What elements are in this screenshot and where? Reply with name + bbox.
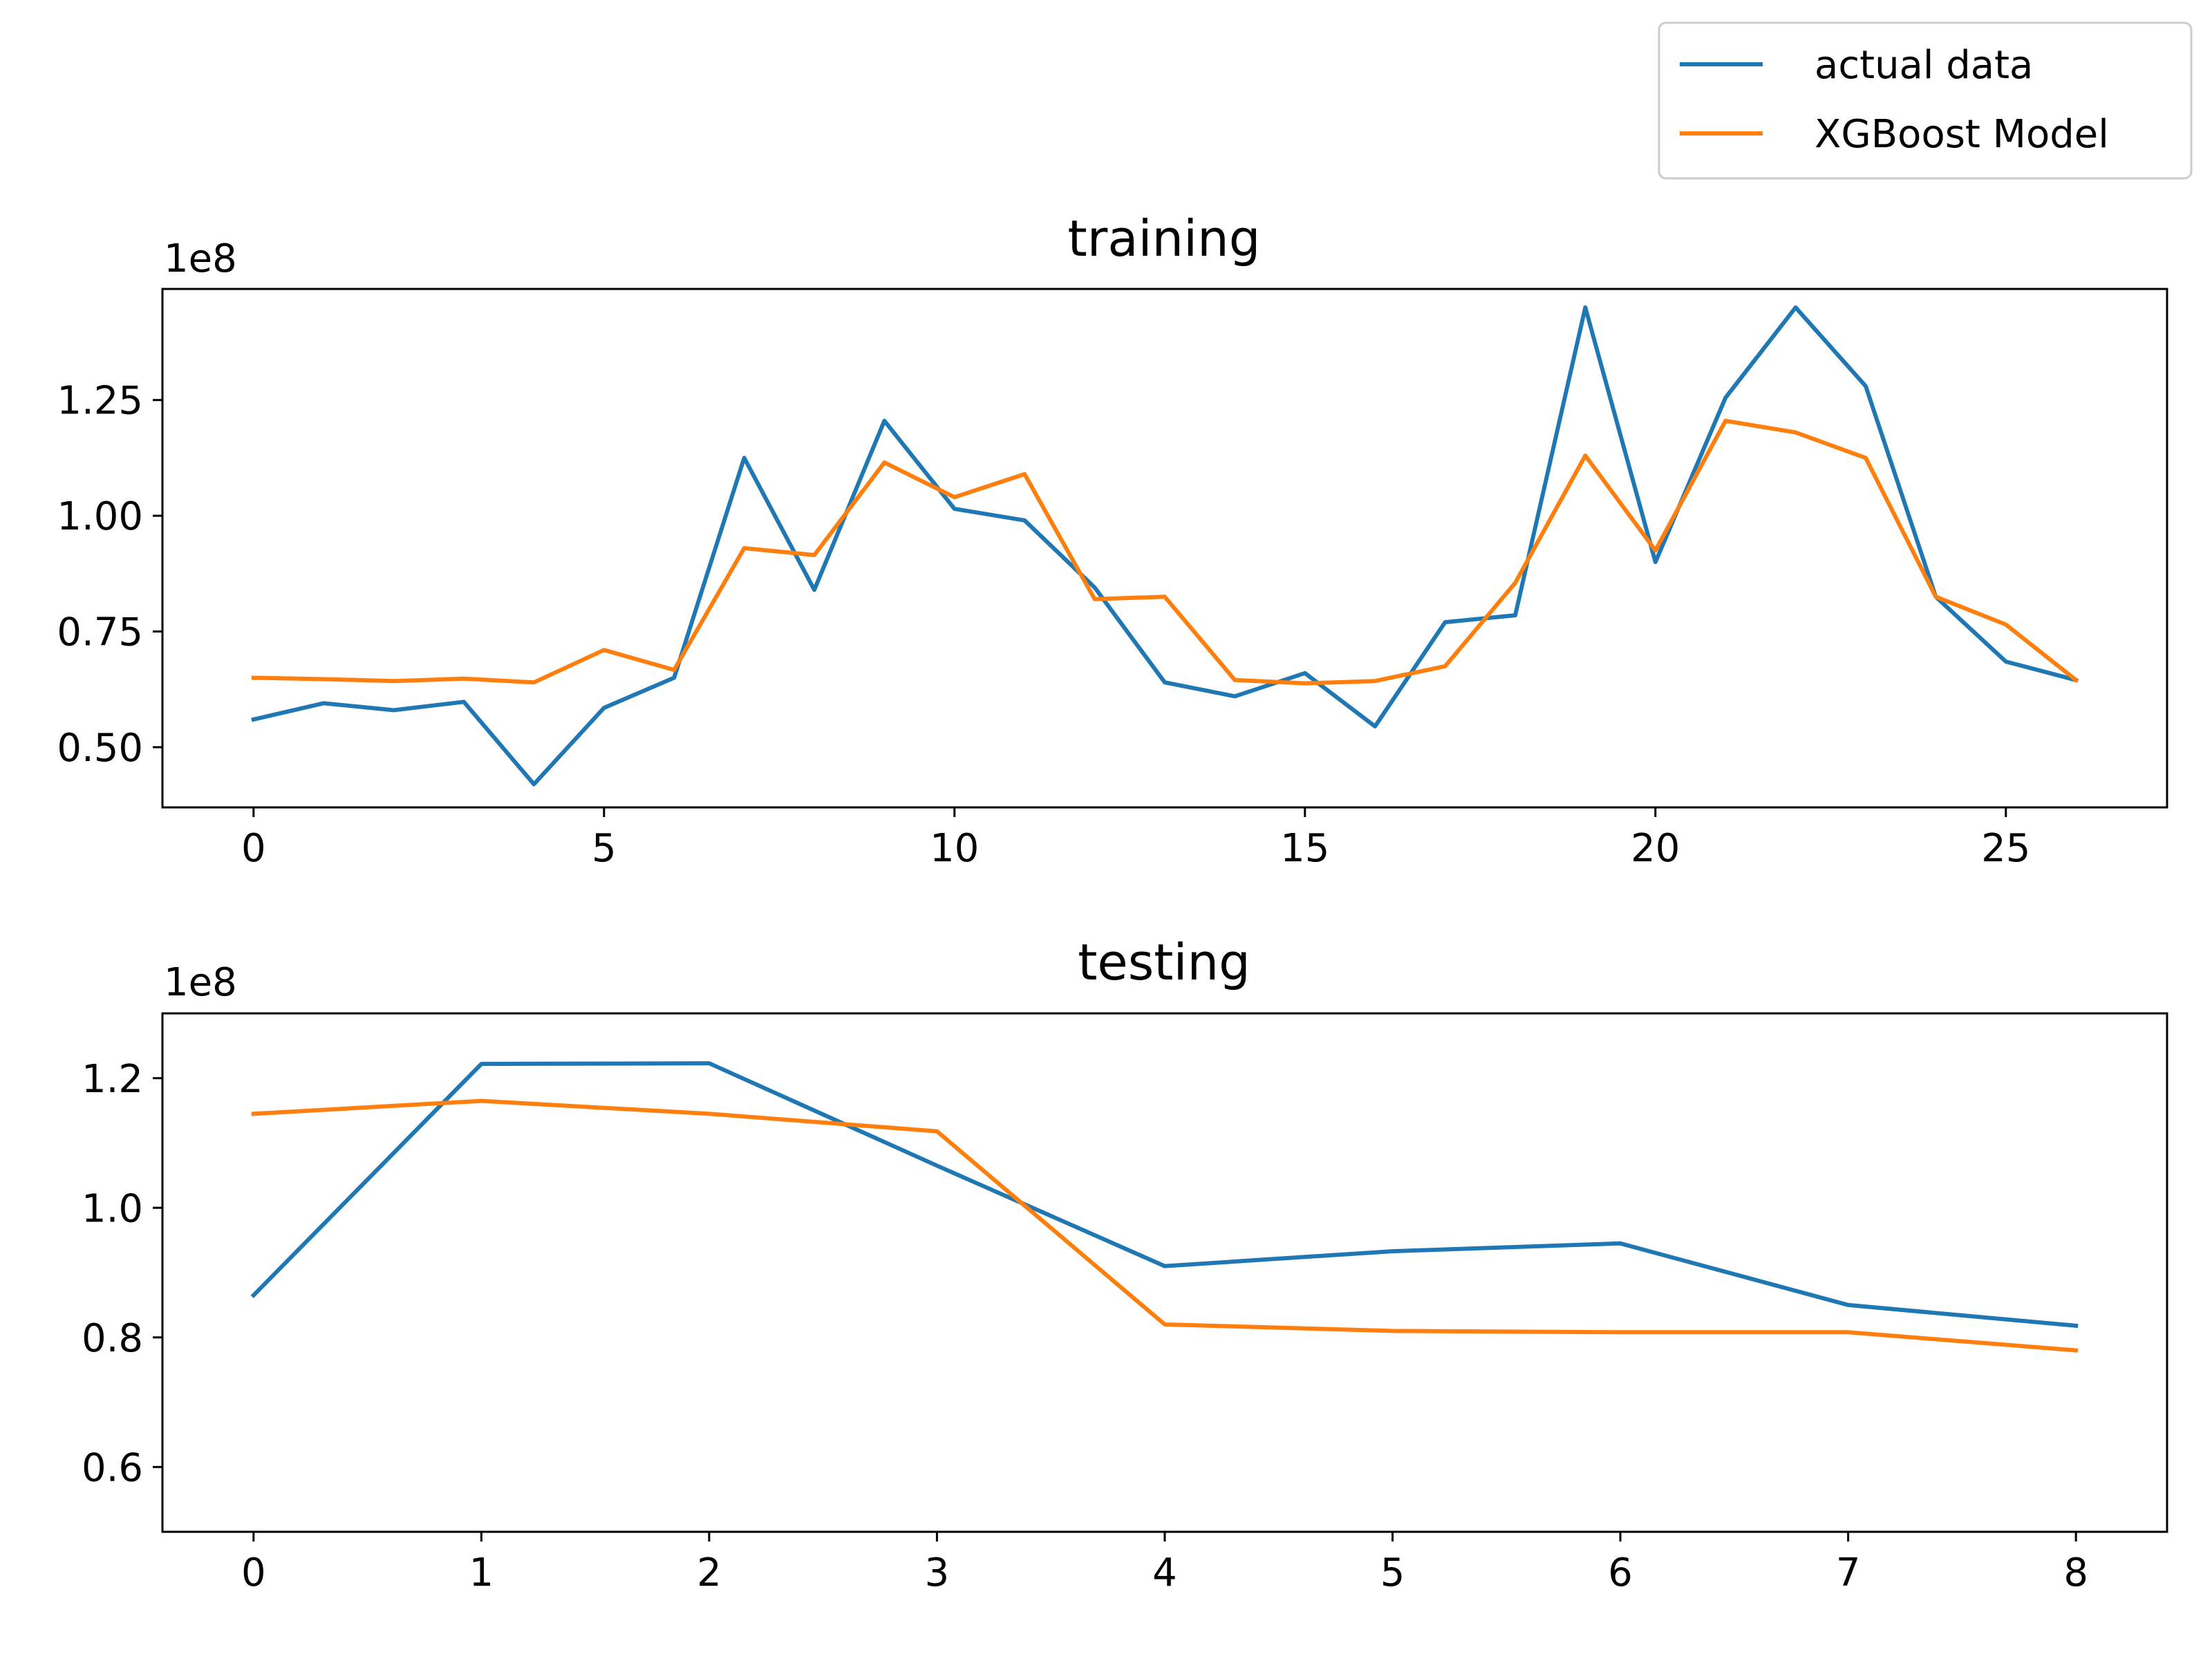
training-series-xgboost-model — [251, 418, 2079, 686]
training-ticks: 0 5 10 15 20 25 0.50 0.75 1.00 1.25 — [57, 379, 2030, 871]
training-series-actual-data — [251, 305, 2079, 787]
training-x-tick-label: 25 — [1981, 826, 2030, 871]
testing-series-actual-data — [250, 1061, 2079, 1329]
testing-subplot: testing 1e8 0 1 2 3 4 5 6 7 8 0.6 0.8 1.0 1.2 — [82, 933, 2168, 1595]
testing-y-offset-label: 1e8 — [164, 960, 237, 1005]
legend-label-actual: actual data — [1815, 43, 2033, 88]
training-subplot: training 1e8 0 5 10 15 20 25 0.50 0.75 1.00 1.25 — [57, 209, 2168, 871]
legend-label-xgboost: XGBoost Model — [1815, 112, 2109, 157]
testing-y-tick-label: 0.8 — [82, 1316, 143, 1361]
testing-x-tick-label: 2 — [697, 1550, 722, 1595]
training-y-tick-label: 1.00 — [57, 494, 143, 539]
training-x-tick-label: 20 — [1631, 826, 1680, 871]
legend: actual data XGBoost Model — [1658, 21, 2193, 180]
testing-y-tick-label: 1.0 — [82, 1186, 143, 1231]
testing-series-xgboost-model — [251, 1098, 2079, 1353]
training-x-tick-label: 10 — [930, 826, 979, 871]
testing-title: testing — [1078, 933, 1250, 991]
training-x-tick-label: 5 — [592, 826, 617, 871]
testing-y-tick-label: 0.6 — [82, 1445, 143, 1490]
testing-y-tick-label: 1.2 — [82, 1057, 143, 1102]
testing-x-tick-label: 7 — [1836, 1550, 1861, 1595]
training-y-tick-label: 1.25 — [57, 379, 143, 424]
testing-plot-area — [250, 1061, 2079, 1353]
training-x-tick-label: 15 — [1280, 826, 1329, 871]
testing-x-tick-label: 8 — [2063, 1550, 2088, 1595]
legend-frame — [1658, 21, 2193, 180]
testing-x-tick-label: 1 — [469, 1550, 494, 1595]
testing-x-tick-label: 0 — [241, 1550, 266, 1595]
training-axes-frame — [161, 288, 2168, 809]
testing-axes-frame — [161, 1012, 2168, 1533]
training-y-tick-label: 0.50 — [57, 726, 143, 771]
testing-x-tick-label: 6 — [1608, 1550, 1633, 1595]
testing-x-tick-label: 5 — [1380, 1550, 1405, 1595]
training-plot-area — [251, 305, 2079, 787]
training-y-offset-label: 1e8 — [164, 236, 237, 281]
training-title: training — [1068, 209, 1261, 268]
training-y-tick-label: 0.75 — [57, 610, 143, 655]
testing-ticks: 0 1 2 3 4 5 6 7 8 0.6 0.8 1.0 1.2 — [82, 1057, 2088, 1595]
testing-x-tick-label: 4 — [1152, 1550, 1177, 1595]
testing-x-tick-label: 3 — [925, 1550, 950, 1595]
training-x-tick-label: 0 — [241, 826, 266, 871]
